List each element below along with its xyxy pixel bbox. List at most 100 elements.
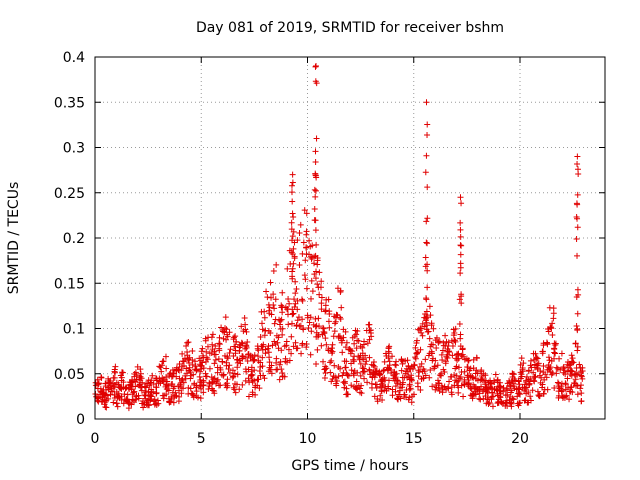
y-tick-label: 0.15 — [54, 276, 85, 292]
data-point — [379, 396, 386, 403]
data-point — [160, 395, 167, 402]
data-point — [311, 260, 318, 267]
data-point — [441, 383, 448, 390]
data-point — [415, 367, 422, 374]
data-point — [460, 393, 467, 400]
data-point — [424, 267, 431, 274]
data-point — [274, 339, 281, 346]
data-point — [364, 379, 371, 386]
data-point — [325, 318, 332, 325]
data-point — [439, 347, 446, 354]
data-point — [312, 217, 319, 224]
data-point — [453, 379, 460, 386]
data-point — [290, 214, 297, 221]
data-point — [433, 344, 440, 351]
data-point — [227, 346, 234, 353]
data-point — [151, 396, 158, 403]
data-point — [576, 361, 583, 368]
data-point — [377, 383, 384, 390]
data-point — [234, 364, 241, 371]
data-point — [552, 350, 559, 357]
data-point — [132, 378, 139, 385]
data-point — [335, 364, 342, 371]
data-point — [340, 379, 347, 386]
data-point — [534, 388, 541, 395]
data-point — [458, 242, 465, 249]
data-point — [476, 390, 483, 397]
data-point — [138, 387, 145, 394]
data-point — [350, 356, 357, 363]
data-point — [266, 359, 273, 366]
data-point — [312, 148, 319, 155]
data-point — [289, 210, 296, 217]
data-point — [577, 364, 584, 371]
data-point — [340, 326, 347, 333]
data-point — [389, 392, 396, 399]
data-point — [408, 399, 415, 406]
data-point — [419, 332, 426, 339]
data-point — [328, 347, 335, 354]
data-point — [355, 338, 362, 345]
data-point — [289, 233, 296, 240]
data-point — [478, 373, 485, 380]
data-point — [200, 382, 207, 389]
data-point — [487, 384, 494, 391]
data-point — [326, 324, 333, 331]
data-point — [229, 367, 236, 374]
data-point — [215, 355, 222, 362]
data-point — [544, 386, 551, 393]
data-point — [292, 290, 299, 297]
data-point — [197, 368, 204, 375]
data-point — [254, 382, 261, 389]
data-point — [158, 368, 165, 375]
data-point — [147, 393, 154, 400]
data-point — [422, 356, 429, 363]
data-point — [239, 340, 246, 347]
data-point — [239, 381, 246, 388]
data-point — [93, 393, 100, 400]
data-point — [289, 311, 296, 318]
data-point — [296, 229, 303, 236]
data-point — [453, 372, 460, 379]
data-point — [427, 312, 434, 319]
data-point — [543, 374, 550, 381]
data-point — [169, 381, 176, 388]
data-point — [351, 333, 358, 340]
data-point — [137, 366, 144, 373]
data-point — [190, 371, 197, 378]
data-point — [178, 390, 185, 397]
data-point — [111, 383, 118, 390]
data-point — [306, 237, 313, 244]
data-point — [110, 374, 117, 381]
data-point — [326, 308, 333, 315]
data-point — [185, 339, 192, 346]
data-point — [574, 191, 581, 198]
data-point — [539, 348, 546, 355]
data-point — [465, 377, 472, 384]
data-point — [289, 251, 296, 258]
data-point — [317, 284, 324, 291]
data-point — [286, 357, 293, 364]
data-point — [450, 326, 457, 333]
data-point — [457, 251, 464, 258]
data-point — [312, 158, 319, 165]
data-point — [313, 329, 320, 336]
data-point — [341, 378, 348, 385]
data-point — [564, 361, 571, 368]
data-point — [428, 350, 435, 357]
data-point — [537, 367, 544, 374]
data-point — [392, 383, 399, 390]
data-point — [285, 346, 292, 353]
x-tick-label: 20 — [511, 431, 529, 447]
data-point — [518, 373, 525, 380]
data-point — [279, 289, 286, 296]
data-point — [402, 370, 409, 377]
data-point — [540, 369, 547, 376]
axis-ticks: 0 5 10 15 20 0 0.05 0.1 0.15 0.2 0.25 0.3 0.35 0.4 — [54, 50, 605, 447]
data-point — [186, 367, 193, 374]
data-point — [198, 348, 205, 355]
data-point — [426, 335, 433, 342]
data-point — [312, 323, 319, 330]
data-point — [355, 382, 362, 389]
data-point — [370, 358, 377, 365]
